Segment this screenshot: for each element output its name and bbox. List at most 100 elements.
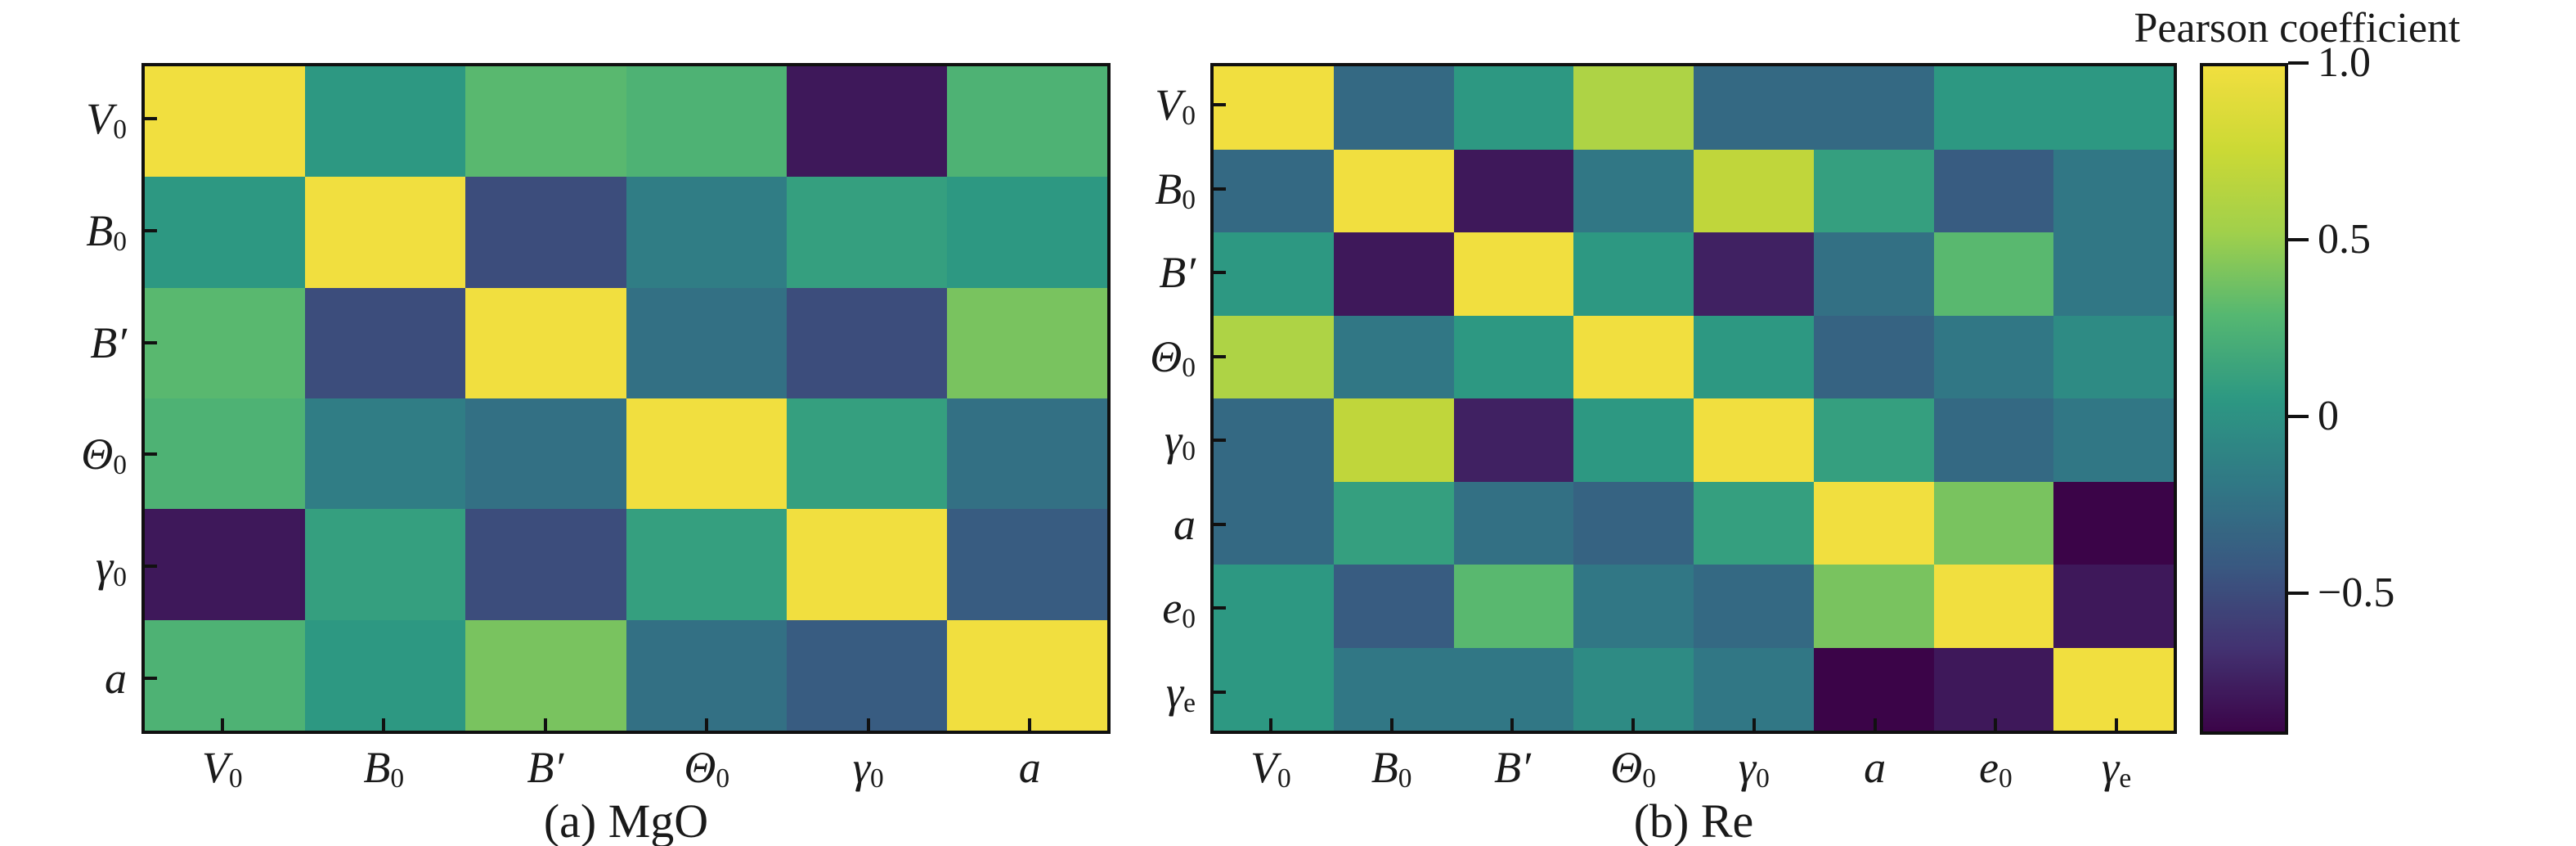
caption-re: (b) Re	[1633, 794, 1754, 846]
heatmap-cell	[1813, 647, 1934, 731]
colorbar-tick	[2288, 592, 2309, 596]
x-axis-label: V0	[202, 745, 243, 792]
x-axis-tick	[1631, 718, 1636, 731]
heatmap-cell	[465, 619, 626, 731]
x-axis-label: a	[1864, 745, 1886, 790]
heatmap-cell	[946, 177, 1107, 288]
heatmap-plot-re: (b) Re V0 V0 B0 B0 B′ B′ Θ0 Θ0 γ0 γ0 a a e0 e0 γe γe	[1150, 63, 2177, 845]
variable-symbol: Θ	[81, 430, 114, 479]
heatmap-cell	[1933, 66, 2054, 150]
heatmap-cell	[1573, 66, 1694, 150]
x-axis-label: e0	[1979, 745, 2013, 792]
heatmap-cell	[305, 619, 466, 731]
heatmap-cell	[1933, 398, 2054, 482]
variable-symbol: a	[1864, 743, 1887, 792]
heatmap-cell	[1573, 315, 1694, 398]
variable-symbol: γ	[1164, 416, 1183, 466]
heatmap-cell	[145, 619, 306, 731]
heatmap-cell	[2053, 315, 2174, 398]
y-axis-tick	[1214, 439, 1226, 443]
heatmap-cell	[1933, 232, 2054, 316]
heatmap-cell	[946, 509, 1107, 620]
colorbar-tick	[2288, 61, 2309, 65]
heatmap-cell	[786, 398, 947, 510]
heatmap-cell	[1813, 481, 1934, 565]
heatmap-cell	[145, 509, 306, 620]
x-axis-tick	[220, 718, 224, 731]
y-axis-tick	[145, 676, 157, 680]
heatmap-cell	[305, 177, 466, 288]
heatmap-cell	[1573, 565, 1694, 648]
heatmap-cell	[1214, 565, 1334, 648]
y-axis-label: Θ0	[81, 430, 127, 479]
y-axis-label: γ0	[95, 542, 127, 591]
x-axis-label: Θ0	[1610, 743, 1656, 792]
heatmap-cell	[626, 177, 787, 288]
colorbar-title: Pearson coefficient	[2134, 5, 2461, 52]
variable-symbol: γ	[95, 542, 114, 591]
variable-symbol: B′	[1159, 248, 1196, 298]
variable-subscript: 0	[870, 763, 884, 794]
colorbar-tick-label: 0.5	[2318, 216, 2371, 263]
y-axis-tick	[145, 565, 157, 568]
y-axis-label: e0	[1162, 586, 1196, 632]
variable-symbol: Θ	[1150, 331, 1183, 381]
y-axis-label: γe	[1166, 670, 1196, 717]
variable-subscript: 0	[1182, 101, 1196, 132]
x-axis-label: V0	[1250, 745, 1291, 792]
variable-symbol: B	[86, 206, 114, 255]
heatmap-cell	[786, 287, 947, 398]
heatmap-cell	[305, 398, 466, 510]
heatmap-cell	[1694, 565, 1814, 648]
variable-subscript: 0	[1182, 436, 1196, 467]
variable-subscript: 0	[1398, 763, 1412, 794]
variable-symbol: V	[86, 94, 114, 144]
heatmap-cell	[1333, 398, 1454, 482]
heatmap-cell	[946, 287, 1107, 398]
heatmap-cell	[1453, 232, 1574, 316]
heatmap-cell	[1694, 315, 1814, 398]
heatmap-cell	[1694, 647, 1814, 731]
variable-subscript: 0	[1642, 763, 1656, 794]
y-axis-tick	[1214, 354, 1226, 358]
x-axis-label: Θ0	[684, 745, 729, 792]
heatmap-cell	[1573, 481, 1694, 565]
variable-subscript: 0	[1182, 352, 1196, 383]
heatmap-cell	[1333, 232, 1454, 316]
heatmap-cell	[1573, 647, 1694, 731]
x-axis-tick	[1389, 718, 1393, 731]
variable-subscript: 0	[390, 763, 405, 794]
variable-subscript: 0	[1998, 763, 2013, 794]
y-axis-label: B0	[1155, 167, 1196, 214]
variable-symbol: B′	[90, 317, 127, 367]
heatmap-cell	[1453, 647, 1574, 731]
heatmap-cell	[1933, 481, 2054, 565]
heatmap-cell	[465, 177, 626, 288]
variable-symbol: γ	[852, 743, 871, 792]
heatmap-cell	[1694, 481, 1814, 565]
variable-subscript: 0	[1277, 763, 1291, 794]
heatmap-cell	[626, 509, 787, 620]
variable-subscript: 0	[1756, 763, 1770, 794]
y-axis-label: a	[1174, 502, 1196, 547]
heatmap-cell	[1694, 149, 1814, 232]
heatmap-cell	[2053, 565, 2174, 648]
heatmap-cell	[1573, 149, 1694, 232]
variable-symbol: a	[1174, 499, 1196, 549]
variable-symbol: Θ	[1610, 743, 1643, 792]
y-axis-label: B′	[1159, 250, 1196, 295]
x-axis-label: B′	[527, 745, 563, 790]
heatmap-cell	[465, 398, 626, 510]
heatmap-cell	[465, 287, 626, 398]
heatmap-cell	[2053, 398, 2174, 482]
heatmap-cell	[145, 287, 306, 398]
colorbar-tick-label: −0.5	[2318, 569, 2395, 617]
x-axis-label: γe	[2102, 745, 2131, 792]
heatmap-cell	[946, 398, 1107, 510]
variable-subscript: 0	[113, 227, 127, 258]
heatmap-cell	[1453, 398, 1574, 482]
heatmap-cell	[465, 66, 626, 178]
x-axis-label: γ0	[1739, 745, 1770, 792]
variable-subscript: 0	[113, 115, 127, 146]
